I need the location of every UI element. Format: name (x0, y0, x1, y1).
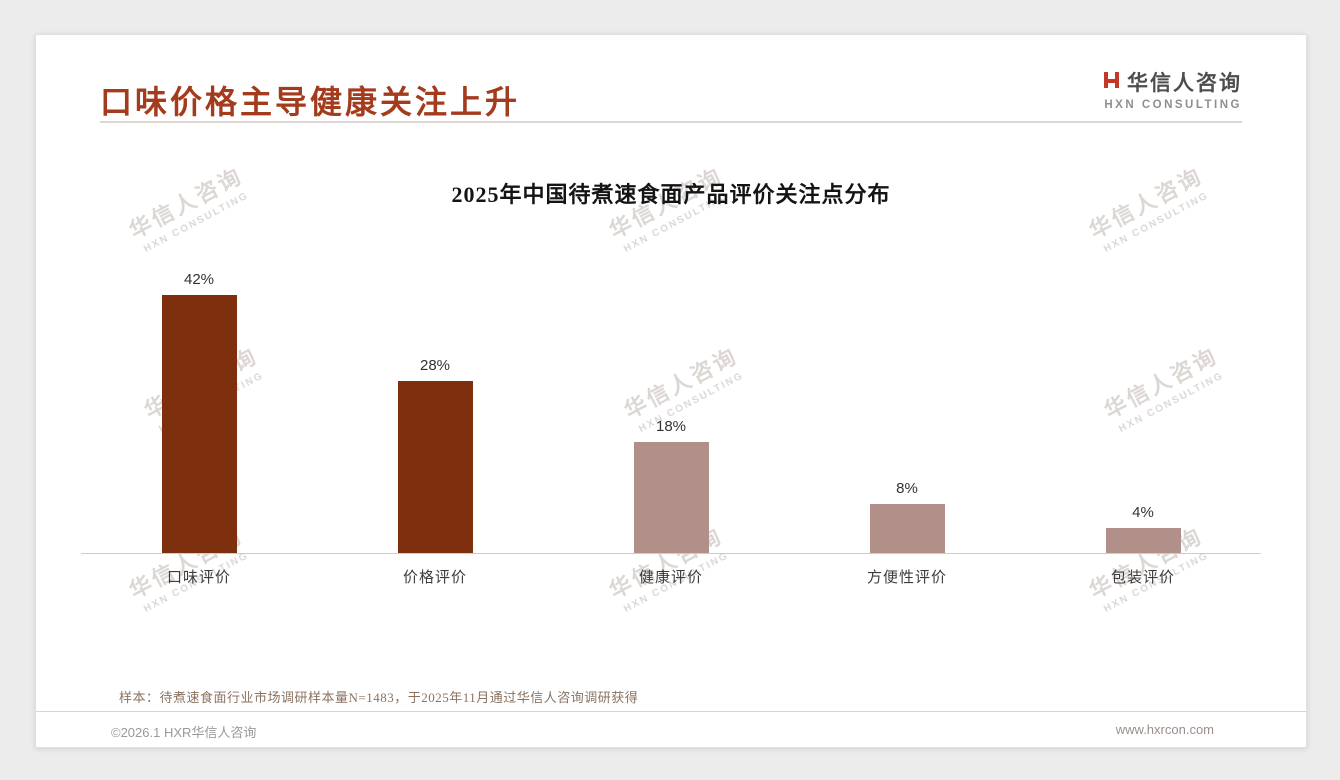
bar-category-label: 方便性评价 (866, 569, 947, 586)
bar-category-label: 包装评价 (1110, 569, 1175, 586)
bar-chart-plot-area: 42% 28% 18% 8% 4% (81, 263, 1261, 554)
bar-value-label: 42% (183, 271, 215, 288)
title-divider (100, 121, 1242, 123)
bar-value-label: 28% (419, 357, 451, 374)
bar-value-label: 8% (896, 480, 918, 497)
bar-chart-category-axis: 口味评价 价格评价 健康评价 方便性评价 包装评价 (81, 566, 1261, 587)
bar-category-label: 价格评价 (402, 569, 467, 586)
slide-card: 华信人咨询 HXN CONSULTING 华信人咨询 HXN CONSULTING 华信… (35, 34, 1307, 748)
footer-copyright: ©2026.1 HXR华信人咨询 (111, 725, 257, 740)
logo-row: 华信人咨询 (1103, 67, 1242, 97)
footer-website: www.hxrcon.com (1115, 722, 1214, 737)
bar-1 (161, 295, 237, 553)
bar-category-label: 口味评价 (166, 569, 231, 586)
bar-2 (397, 381, 473, 553)
bar-5 (1105, 528, 1181, 553)
bar-column-1: 42% (81, 263, 317, 553)
logo-subtitle: HXN CONSULTING (1104, 99, 1242, 111)
bar-column-5: 4% (1025, 263, 1261, 553)
footer-divider (36, 711, 1306, 712)
logo-name: 华信人咨询 (1127, 72, 1242, 95)
slide-content: 口味价格主导健康关注上升 华信人咨询 HXN CONSULTING 2025年中… (36, 35, 1306, 747)
page-title: 口味价格主导健康关注上升 (100, 84, 521, 120)
bar-value-label: 18% (655, 418, 687, 435)
bar-4 (869, 504, 945, 553)
bar-category-label: 健康评价 (638, 569, 703, 586)
chart-title: 2025年中国待煮速食面产品评价关注点分布 (451, 182, 891, 207)
bar-column-3: 18% (553, 263, 789, 553)
bar-column-2: 28% (317, 263, 553, 553)
sample-note: 样本：待煮速食面行业市场调研样本量N=1483，于2025年11月通过华信人咨询… (119, 690, 639, 705)
bar-column-4: 8% (789, 263, 1025, 553)
company-logo: 华信人咨询 HXN CONSULTING (1103, 67, 1242, 111)
logo-h-icon (1103, 70, 1120, 95)
bar-3 (633, 442, 709, 553)
bar-value-label: 4% (1132, 504, 1154, 521)
